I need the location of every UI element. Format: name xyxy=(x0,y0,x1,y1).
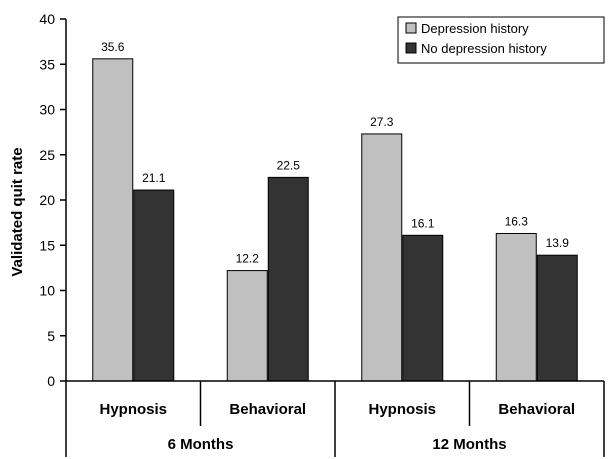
bar xyxy=(361,133,403,382)
y-tick-label: 30 xyxy=(39,102,55,118)
bar xyxy=(495,232,537,382)
bars: 35.6 21.1 12.2 22.5 27.3 16.1 16.3 13.9 xyxy=(92,40,578,382)
bar xyxy=(133,189,175,382)
group-label: 6 Months xyxy=(168,436,234,453)
legend-label: Depression history xyxy=(421,21,529,36)
y-tick-label: 0 xyxy=(47,373,55,389)
y-axis: 0 5 10 15 20 25 30 35 40 xyxy=(39,11,67,389)
y-tick-label: 15 xyxy=(39,237,55,253)
bar xyxy=(92,58,134,382)
bar xyxy=(536,254,578,382)
x-axis-category-table: Hypnosis Behavioral Hypnosis Behavioral 6 Mo… xyxy=(65,380,605,457)
category-label: Hypnosis xyxy=(368,401,436,418)
legend: Depression history No depression history xyxy=(397,16,605,64)
y-tick-label: 25 xyxy=(39,147,55,163)
y-tick-label: 40 xyxy=(39,11,55,27)
legend-box xyxy=(397,16,605,64)
category-label: Behavioral xyxy=(229,401,306,418)
bar-value-label: 16.1 xyxy=(411,216,435,230)
bar-value-label: 21.1 xyxy=(142,171,166,185)
bar xyxy=(226,270,268,382)
y-axis-title: Validated quit rate xyxy=(9,147,26,276)
y-tick-label: 35 xyxy=(39,56,55,72)
bar xyxy=(402,234,444,382)
bar-value-label: 13.9 xyxy=(546,236,570,250)
category-label: Hypnosis xyxy=(99,401,167,418)
legend-swatch xyxy=(405,42,417,54)
legend-label: No depression history xyxy=(421,41,547,56)
bar-value-label: 27.3 xyxy=(370,115,394,129)
y-tick-label: 10 xyxy=(39,283,55,299)
y-tick-label: 5 xyxy=(47,328,55,344)
bar xyxy=(267,176,309,382)
category-label: Behavioral xyxy=(498,401,575,418)
bar-value-label: 35.6 xyxy=(101,40,125,54)
bar-value-label: 12.2 xyxy=(236,252,260,266)
bar-value-label: 16.3 xyxy=(505,214,529,228)
group-label: 12 Months xyxy=(432,436,506,453)
legend-swatch xyxy=(405,22,417,34)
bar-value-label: 22.5 xyxy=(277,158,301,172)
y-tick-label: 20 xyxy=(39,192,55,208)
